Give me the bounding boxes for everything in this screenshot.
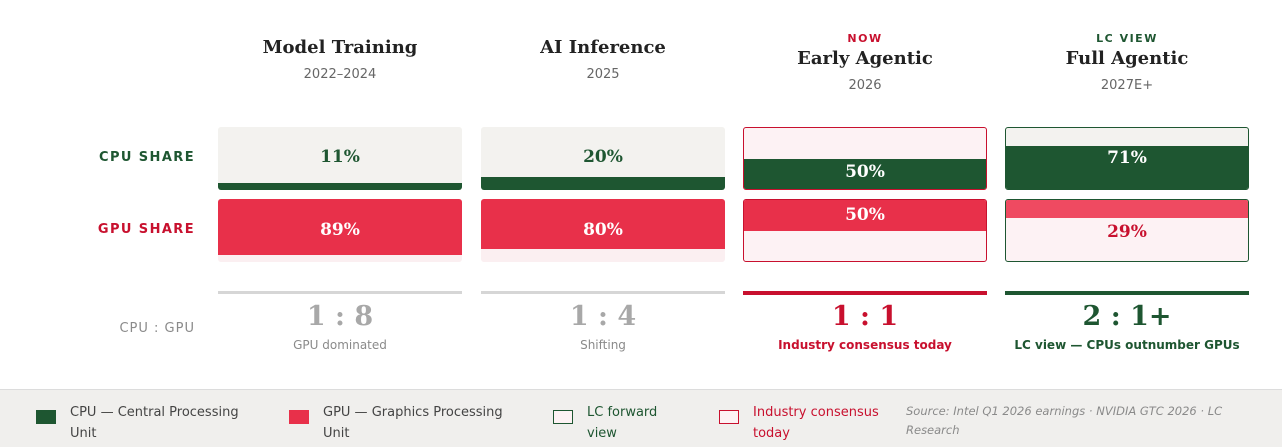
legend-label: CPU — Central Processing Unit xyxy=(70,405,239,441)
ratio-row-label: CPU : GPU xyxy=(119,321,195,336)
column-header-model-training: Model Training 2022–2024 xyxy=(218,20,462,84)
ratio-divider xyxy=(1005,291,1249,295)
column-title: AI Inference xyxy=(540,37,666,58)
gpu-share-value: 29% xyxy=(1107,222,1147,242)
gpu-share-label: GPU SHARE xyxy=(97,222,195,237)
column-title: Model Training xyxy=(262,37,418,58)
ratio-value: 1 : 8 xyxy=(306,301,374,332)
column-period: 2025 xyxy=(586,67,620,82)
legend-label: GPU — Graphics Processing Unit xyxy=(323,405,503,441)
ratio-divider xyxy=(743,291,987,295)
cpu-share-label: CPU SHARE xyxy=(99,150,195,165)
cpu-share-value: 20% xyxy=(583,147,623,167)
cpu-share-value: 11% xyxy=(320,147,360,167)
ratio-caption: Shifting xyxy=(580,338,626,352)
column-period: 2026 xyxy=(848,78,882,93)
legend-label: LC forward view xyxy=(587,405,658,441)
consensus-outline-swatch-icon xyxy=(719,410,739,424)
column-title: Early Agentic xyxy=(797,48,933,69)
gpu-share-value: 80% xyxy=(583,220,623,240)
gpu-swatch-icon xyxy=(289,410,309,424)
cpu-share-box-early-agentic: 50% xyxy=(743,127,987,190)
cpu-share-bar xyxy=(481,177,725,190)
ratio-value: 2 : 1+ xyxy=(1082,301,1172,332)
source-note: Source: Intel Q1 2026 earnings · NVIDIA … xyxy=(906,404,1223,437)
column-header-ai-inference: AI Inference 2025 xyxy=(481,20,725,84)
gpu-share-box-model-training: 89% xyxy=(218,199,462,262)
ratio-divider xyxy=(481,291,725,294)
gpu-share-box-full-agentic: 29% xyxy=(1005,199,1249,262)
column-tag xyxy=(481,20,725,36)
cpu-share-bar xyxy=(1006,145,1248,189)
gpu-share-bar xyxy=(218,199,462,256)
cpu-share-box-full-agentic: 71% xyxy=(1005,127,1249,190)
column-header-early-agentic: NOW Early Agentic 2026 xyxy=(743,31,987,95)
gpu-share-value: 89% xyxy=(320,220,360,240)
lc-view-tag: LC VIEW xyxy=(1096,32,1158,45)
column-header-full-agentic: LC VIEW Full Agentic 2027E+ xyxy=(1005,31,1249,95)
cpu-share-value: 71% xyxy=(1107,148,1147,168)
legend-item-lc-forward-view: LC forward view xyxy=(553,402,657,444)
ratio-divider xyxy=(218,291,462,294)
gpu-share-box-ai-inference: 80% xyxy=(481,199,725,262)
legend-item-industry-consensus: Industry consensus today xyxy=(719,402,879,444)
lc-outline-swatch-icon xyxy=(553,410,573,424)
ratio-caption: GPU dominated xyxy=(293,338,387,352)
gpu-share-box-early-agentic: 50% xyxy=(743,199,987,262)
cpu-share-box-ai-inference: 20% xyxy=(481,127,725,190)
column-title: Full Agentic xyxy=(1065,48,1189,69)
now-tag: NOW xyxy=(847,32,883,45)
cpu-share-bar xyxy=(744,158,986,189)
legend-item-gpu: GPU — Graphics Processing Unit xyxy=(289,402,503,444)
legend-label: Industry consensus today xyxy=(753,405,879,441)
legend-item-cpu: CPU — Central Processing Unit xyxy=(36,402,239,444)
ratio-value: 1 : 4 xyxy=(569,301,637,332)
legend: CPU — Central Processing Unit GPU — Grap… xyxy=(0,389,1282,447)
ratio-caption: Industry consensus today xyxy=(778,338,952,352)
gpu-share-bar xyxy=(1006,200,1248,218)
cpu-share-bar xyxy=(218,183,462,190)
gpu-share-bar xyxy=(744,200,986,231)
ratio-value: 1 : 1 xyxy=(831,301,899,332)
cpu-swatch-icon xyxy=(36,410,56,424)
gpu-share-bar xyxy=(481,199,725,250)
ratio-caption: LC view — CPUs outnumber GPUs xyxy=(1014,338,1240,352)
column-tag xyxy=(218,20,462,36)
cpu-share-box-model-training: 11% xyxy=(218,127,462,190)
gpu-share-value: 50% xyxy=(845,205,885,225)
column-period: 2027E+ xyxy=(1100,78,1154,93)
column-period: 2022–2024 xyxy=(303,67,377,82)
cpu-share-value: 50% xyxy=(845,162,885,182)
